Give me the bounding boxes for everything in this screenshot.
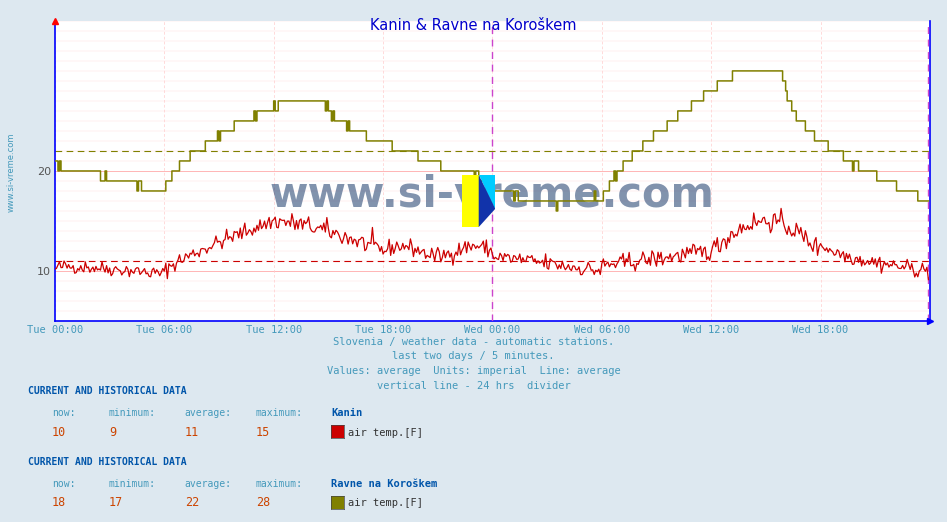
Polygon shape (479, 175, 495, 227)
Text: 28: 28 (256, 496, 270, 509)
Text: 9: 9 (109, 426, 116, 439)
Text: 11: 11 (185, 426, 199, 439)
Text: Slovenia / weather data - automatic stations.: Slovenia / weather data - automatic stat… (333, 337, 614, 347)
Text: maximum:: maximum: (256, 479, 303, 489)
Text: CURRENT AND HISTORICAL DATA: CURRENT AND HISTORICAL DATA (28, 457, 188, 467)
Text: now:: now: (52, 408, 76, 418)
Text: Ravne na Koroškem: Ravne na Koroškem (331, 479, 438, 489)
Text: 15: 15 (256, 426, 270, 439)
Text: 17: 17 (109, 496, 123, 509)
Text: www.si-vreme.com: www.si-vreme.com (270, 174, 715, 216)
Text: average:: average: (185, 408, 232, 418)
Text: air temp.[F]: air temp.[F] (348, 428, 422, 438)
Text: average:: average: (185, 479, 232, 489)
Text: Kanin & Ravne na Koroškem: Kanin & Ravne na Koroškem (370, 18, 577, 33)
Text: now:: now: (52, 479, 76, 489)
Text: minimum:: minimum: (109, 479, 156, 489)
Text: www.si-vreme.com: www.si-vreme.com (7, 133, 16, 212)
Text: Kanin: Kanin (331, 408, 363, 418)
Text: 18: 18 (52, 496, 66, 509)
Text: minimum:: minimum: (109, 408, 156, 418)
Text: CURRENT AND HISTORICAL DATA: CURRENT AND HISTORICAL DATA (28, 386, 188, 396)
Text: vertical line - 24 hrs  divider: vertical line - 24 hrs divider (377, 381, 570, 390)
Text: 10: 10 (52, 426, 66, 439)
Text: Values: average  Units: imperial  Line: average: Values: average Units: imperial Line: av… (327, 366, 620, 376)
Polygon shape (462, 175, 479, 227)
Text: 22: 22 (185, 496, 199, 509)
Polygon shape (479, 175, 495, 209)
Text: maximum:: maximum: (256, 408, 303, 418)
Text: last two days / 5 minutes.: last two days / 5 minutes. (392, 351, 555, 361)
Text: air temp.[F]: air temp.[F] (348, 499, 422, 508)
